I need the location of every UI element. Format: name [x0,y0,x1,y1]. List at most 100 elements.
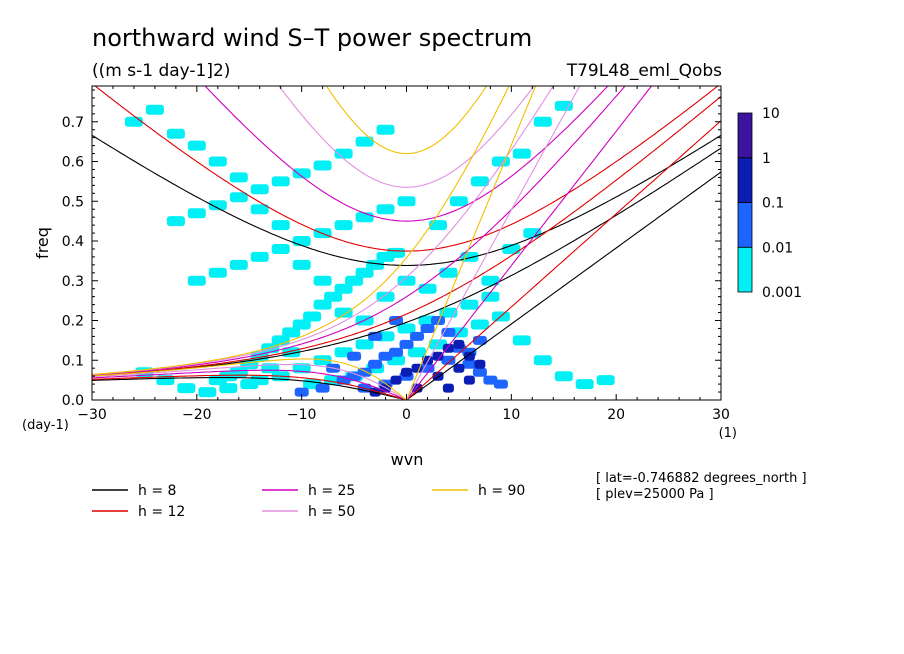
contour-patch [250,251,269,262]
contour-patch [292,259,311,270]
x-tick-label: 30 [712,407,730,423]
y-tick-label: 0.7 [62,115,84,131]
kelvin-curve [406,120,721,400]
colorbar-swatch [737,246,753,293]
contour-patch [376,124,395,135]
kelvin-curve [406,86,653,400]
contour-patch [470,176,489,187]
contour-patch [177,383,196,394]
colorbar-label: 0.01 [762,240,793,256]
contour-patch [313,355,332,366]
contour-patch [313,299,332,310]
inertio-gravity-curve [92,134,721,267]
contour-patch [397,196,416,207]
contour-patch [397,275,416,286]
colorbar-swatch [737,157,753,203]
legend: h = 8 h = 12 h = 25 h = 50 h = 90 [92,483,525,520]
contour-patch [334,148,353,159]
contour-patch [442,383,454,393]
legend-label: h = 8 [138,483,176,499]
contour-patch [366,259,385,270]
y-tick-label: 0.4 [62,234,84,250]
x-tick-label: −30 [77,407,107,423]
colorbar-label: 10 [762,106,780,122]
contour-patch [187,208,206,219]
contour-patch [347,371,362,381]
mrg-curve [92,86,554,376]
y-tick-label: 0.2 [62,314,84,330]
contour-patch [292,168,311,179]
contour-patch [229,259,248,270]
contour-patch [397,323,416,334]
contour-patch [523,228,542,239]
rossby-curve [92,377,407,400]
mrg-curve [92,86,626,376]
inertio-gravity-curve [204,86,609,222]
contour-patch [512,335,531,346]
contour-patch [401,367,412,377]
x-tick-label: −20 [182,407,212,423]
kelvin-curve [406,86,581,400]
contour-patch [355,339,374,350]
rossby-curve [92,369,407,400]
rossby-curve [92,363,407,400]
contour-patch [389,347,403,357]
contour-patch [294,387,309,397]
colorbar-swatch [737,112,753,159]
latitude-note: [ lat=-0.746882 degrees_north ] [596,471,807,486]
y-tick-label: 0.3 [62,274,84,290]
contour-patch [410,331,424,341]
y-tick-label: 0.6 [62,155,84,171]
mrg-curve [92,86,510,375]
legend-label: h = 25 [308,483,355,499]
contour-patch [229,172,248,183]
contour-patch [355,136,374,147]
y-axis: 0.0 0.1 0.2 0.3 0.4 0.5 0.6 0.7 [62,89,721,409]
pressure-level-note: [ plev=25000 Pa ] [596,487,714,502]
contour-patch [439,267,458,278]
x-axis: −30 −20 −10 0 10 20 30 [77,86,730,423]
contour-patch [453,363,465,373]
x-tick-label: 0 [402,407,411,423]
contour-patch [441,355,456,365]
contour-patch [420,324,435,333]
contour-patch [453,339,465,349]
run-label: T79L48_eml_Qobs [566,61,722,81]
contour-patch [596,375,615,386]
inertio-gravity-curve [325,86,488,155]
dispersion-curves [92,86,721,400]
contour-patch [418,283,437,294]
contour-patch [463,351,475,361]
contour-patch [355,267,374,278]
contour-patch [250,204,269,215]
contour-patch [166,216,185,227]
colorbar-label: 0.001 [762,285,802,301]
contour-patch [533,116,552,127]
y-tick-label: 0.5 [62,194,84,210]
contour-patch [493,379,508,389]
contour-patch [303,311,322,322]
y-tick-label: 0.1 [62,353,84,369]
contour-patch [554,371,573,382]
x-axis-label: wvn [391,450,424,469]
contour-patch [472,367,487,377]
contour-patch [462,359,477,369]
contour-patch [292,319,311,330]
kelvin-curve [405,86,537,400]
contour-patch [208,200,227,211]
contour-patch [470,319,489,330]
contour-patch [219,383,238,394]
x-tick-label: 10 [502,407,520,423]
x-tick-label: −10 [287,407,317,423]
contour-patch [378,351,393,361]
colorbar-swatch [737,202,753,248]
chart-units: ((m s-1 day-1]2) [92,61,230,81]
contour-patch [271,244,290,254]
contour-patch [313,160,332,171]
contour-patch [292,236,311,246]
contour-patch [481,291,500,302]
contour-patch [250,184,269,195]
contour-patch [315,383,330,393]
kelvin-curve [406,171,721,400]
